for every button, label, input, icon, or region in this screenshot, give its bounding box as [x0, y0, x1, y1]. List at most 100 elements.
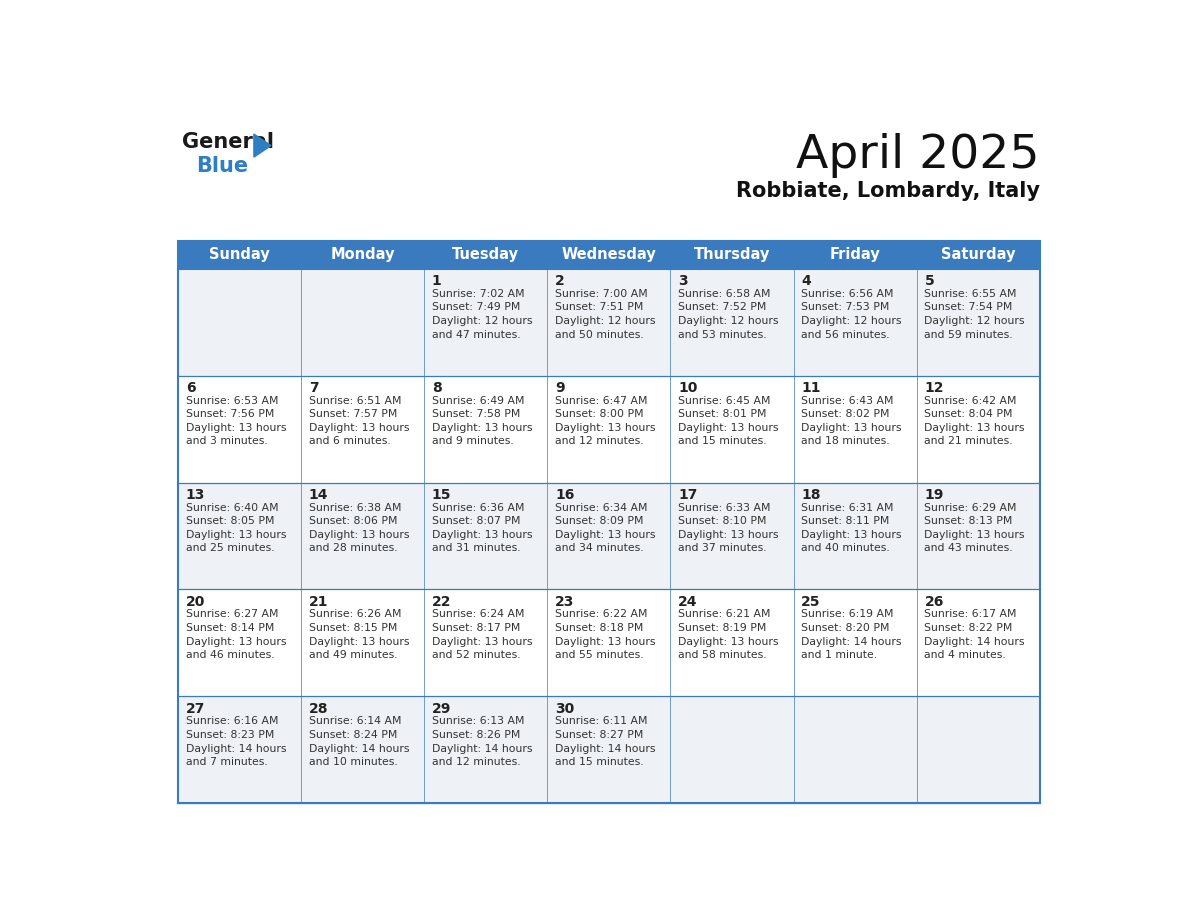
- Text: 6: 6: [185, 381, 195, 395]
- Text: 16: 16: [555, 488, 575, 502]
- Text: Sunrise: 6:16 AM
Sunset: 8:23 PM
Daylight: 14 hours
and 7 minutes.: Sunrise: 6:16 AM Sunset: 8:23 PM Dayligh…: [185, 716, 286, 767]
- Text: 25: 25: [801, 595, 821, 609]
- Bar: [670, 269, 794, 375]
- Text: 14: 14: [309, 488, 328, 502]
- Bar: [178, 241, 1040, 803]
- Bar: [301, 696, 424, 803]
- Bar: [178, 589, 301, 696]
- Text: 27: 27: [185, 701, 206, 716]
- Text: 2: 2: [555, 274, 564, 288]
- Bar: [178, 241, 1040, 269]
- Text: Friday: Friday: [829, 248, 880, 263]
- Text: Sunrise: 6:19 AM
Sunset: 8:20 PM
Daylight: 14 hours
and 1 minute.: Sunrise: 6:19 AM Sunset: 8:20 PM Dayligh…: [801, 610, 902, 660]
- Text: Sunrise: 6:21 AM
Sunset: 8:19 PM
Daylight: 13 hours
and 58 minutes.: Sunrise: 6:21 AM Sunset: 8:19 PM Dayligh…: [678, 610, 778, 660]
- Text: Sunrise: 6:33 AM
Sunset: 8:10 PM
Daylight: 13 hours
and 37 minutes.: Sunrise: 6:33 AM Sunset: 8:10 PM Dayligh…: [678, 502, 778, 554]
- Bar: [794, 269, 917, 375]
- Text: Sunrise: 6:29 AM
Sunset: 8:13 PM
Daylight: 13 hours
and 43 minutes.: Sunrise: 6:29 AM Sunset: 8:13 PM Dayligh…: [924, 502, 1025, 554]
- Text: Sunrise: 6:53 AM
Sunset: 7:56 PM
Daylight: 13 hours
and 3 minutes.: Sunrise: 6:53 AM Sunset: 7:56 PM Dayligh…: [185, 396, 286, 446]
- Text: 28: 28: [309, 701, 328, 716]
- Text: 26: 26: [924, 595, 943, 609]
- Bar: [424, 269, 548, 375]
- Bar: [548, 483, 670, 589]
- Text: Sunrise: 6:38 AM
Sunset: 8:06 PM
Daylight: 13 hours
and 28 minutes.: Sunrise: 6:38 AM Sunset: 8:06 PM Dayligh…: [309, 502, 410, 554]
- Text: Sunrise: 7:00 AM
Sunset: 7:51 PM
Daylight: 12 hours
and 50 minutes.: Sunrise: 7:00 AM Sunset: 7:51 PM Dayligh…: [555, 289, 656, 340]
- Text: 7: 7: [309, 381, 318, 395]
- Text: 10: 10: [678, 381, 697, 395]
- Text: 30: 30: [555, 701, 574, 716]
- Bar: [301, 269, 424, 375]
- Text: 29: 29: [432, 701, 451, 716]
- Text: 5: 5: [924, 274, 934, 288]
- Bar: [794, 483, 917, 589]
- Bar: [670, 375, 794, 483]
- Text: 19: 19: [924, 488, 943, 502]
- Bar: [548, 589, 670, 696]
- Text: 20: 20: [185, 595, 206, 609]
- Bar: [424, 375, 548, 483]
- Bar: [301, 375, 424, 483]
- Text: 21: 21: [309, 595, 328, 609]
- Text: Sunrise: 6:11 AM
Sunset: 8:27 PM
Daylight: 14 hours
and 15 minutes.: Sunrise: 6:11 AM Sunset: 8:27 PM Dayligh…: [555, 716, 656, 767]
- Text: Sunrise: 6:45 AM
Sunset: 8:01 PM
Daylight: 13 hours
and 15 minutes.: Sunrise: 6:45 AM Sunset: 8:01 PM Dayligh…: [678, 396, 778, 446]
- Bar: [670, 483, 794, 589]
- Text: Wednesday: Wednesday: [562, 248, 656, 263]
- Text: Sunrise: 6:36 AM
Sunset: 8:07 PM
Daylight: 13 hours
and 31 minutes.: Sunrise: 6:36 AM Sunset: 8:07 PM Dayligh…: [432, 502, 532, 554]
- Text: Sunrise: 6:47 AM
Sunset: 8:00 PM
Daylight: 13 hours
and 12 minutes.: Sunrise: 6:47 AM Sunset: 8:00 PM Dayligh…: [555, 396, 656, 446]
- Bar: [548, 269, 670, 375]
- Text: Sunrise: 6:14 AM
Sunset: 8:24 PM
Daylight: 14 hours
and 10 minutes.: Sunrise: 6:14 AM Sunset: 8:24 PM Dayligh…: [309, 716, 410, 767]
- Bar: [794, 375, 917, 483]
- Bar: [424, 589, 548, 696]
- Bar: [670, 589, 794, 696]
- Bar: [917, 269, 1040, 375]
- Bar: [917, 483, 1040, 589]
- Bar: [178, 375, 301, 483]
- Text: 11: 11: [801, 381, 821, 395]
- Text: Robbiate, Lombardy, Italy: Robbiate, Lombardy, Italy: [735, 181, 1040, 201]
- Text: 13: 13: [185, 488, 206, 502]
- Text: Sunrise: 6:43 AM
Sunset: 8:02 PM
Daylight: 13 hours
and 18 minutes.: Sunrise: 6:43 AM Sunset: 8:02 PM Dayligh…: [801, 396, 902, 446]
- Text: Sunrise: 6:49 AM
Sunset: 7:58 PM
Daylight: 13 hours
and 9 minutes.: Sunrise: 6:49 AM Sunset: 7:58 PM Dayligh…: [432, 396, 532, 446]
- Text: 18: 18: [801, 488, 821, 502]
- Bar: [794, 589, 917, 696]
- Text: Sunrise: 6:17 AM
Sunset: 8:22 PM
Daylight: 14 hours
and 4 minutes.: Sunrise: 6:17 AM Sunset: 8:22 PM Dayligh…: [924, 610, 1025, 660]
- Bar: [917, 696, 1040, 803]
- Bar: [301, 483, 424, 589]
- Text: 9: 9: [555, 381, 564, 395]
- Bar: [548, 375, 670, 483]
- Bar: [917, 375, 1040, 483]
- Text: 22: 22: [432, 595, 451, 609]
- Text: Sunrise: 6:27 AM
Sunset: 8:14 PM
Daylight: 13 hours
and 46 minutes.: Sunrise: 6:27 AM Sunset: 8:14 PM Dayligh…: [185, 610, 286, 660]
- Bar: [917, 589, 1040, 696]
- Text: Sunrise: 6:22 AM
Sunset: 8:18 PM
Daylight: 13 hours
and 55 minutes.: Sunrise: 6:22 AM Sunset: 8:18 PM Dayligh…: [555, 610, 656, 660]
- Text: 3: 3: [678, 274, 688, 288]
- Text: Monday: Monday: [330, 248, 394, 263]
- Text: Sunrise: 6:40 AM
Sunset: 8:05 PM
Daylight: 13 hours
and 25 minutes.: Sunrise: 6:40 AM Sunset: 8:05 PM Dayligh…: [185, 502, 286, 554]
- Text: Sunrise: 6:42 AM
Sunset: 8:04 PM
Daylight: 13 hours
and 21 minutes.: Sunrise: 6:42 AM Sunset: 8:04 PM Dayligh…: [924, 396, 1025, 446]
- Bar: [548, 696, 670, 803]
- Text: Sunrise: 6:55 AM
Sunset: 7:54 PM
Daylight: 12 hours
and 59 minutes.: Sunrise: 6:55 AM Sunset: 7:54 PM Dayligh…: [924, 289, 1025, 340]
- Text: 24: 24: [678, 595, 697, 609]
- Bar: [301, 589, 424, 696]
- Polygon shape: [254, 134, 271, 157]
- Text: Sunday: Sunday: [209, 248, 270, 263]
- Text: 1: 1: [432, 274, 442, 288]
- Text: Sunrise: 6:26 AM
Sunset: 8:15 PM
Daylight: 13 hours
and 49 minutes.: Sunrise: 6:26 AM Sunset: 8:15 PM Dayligh…: [309, 610, 410, 660]
- Bar: [424, 696, 548, 803]
- Text: April 2025: April 2025: [796, 133, 1040, 178]
- Text: Thursday: Thursday: [694, 248, 770, 263]
- Bar: [424, 483, 548, 589]
- Text: 12: 12: [924, 381, 944, 395]
- Text: Sunrise: 6:24 AM
Sunset: 8:17 PM
Daylight: 13 hours
and 52 minutes.: Sunrise: 6:24 AM Sunset: 8:17 PM Dayligh…: [432, 610, 532, 660]
- Text: Sunrise: 6:34 AM
Sunset: 8:09 PM
Daylight: 13 hours
and 34 minutes.: Sunrise: 6:34 AM Sunset: 8:09 PM Dayligh…: [555, 502, 656, 554]
- Text: Blue: Blue: [196, 156, 248, 176]
- Text: Saturday: Saturday: [941, 248, 1016, 263]
- Bar: [794, 696, 917, 803]
- Bar: [178, 696, 301, 803]
- Text: Sunrise: 6:56 AM
Sunset: 7:53 PM
Daylight: 12 hours
and 56 minutes.: Sunrise: 6:56 AM Sunset: 7:53 PM Dayligh…: [801, 289, 902, 340]
- Text: 4: 4: [801, 274, 811, 288]
- Text: Sunrise: 6:13 AM
Sunset: 8:26 PM
Daylight: 14 hours
and 12 minutes.: Sunrise: 6:13 AM Sunset: 8:26 PM Dayligh…: [432, 716, 532, 767]
- Text: General: General: [182, 131, 273, 151]
- Text: Tuesday: Tuesday: [453, 248, 519, 263]
- Bar: [670, 696, 794, 803]
- Text: Sunrise: 6:51 AM
Sunset: 7:57 PM
Daylight: 13 hours
and 6 minutes.: Sunrise: 6:51 AM Sunset: 7:57 PM Dayligh…: [309, 396, 410, 446]
